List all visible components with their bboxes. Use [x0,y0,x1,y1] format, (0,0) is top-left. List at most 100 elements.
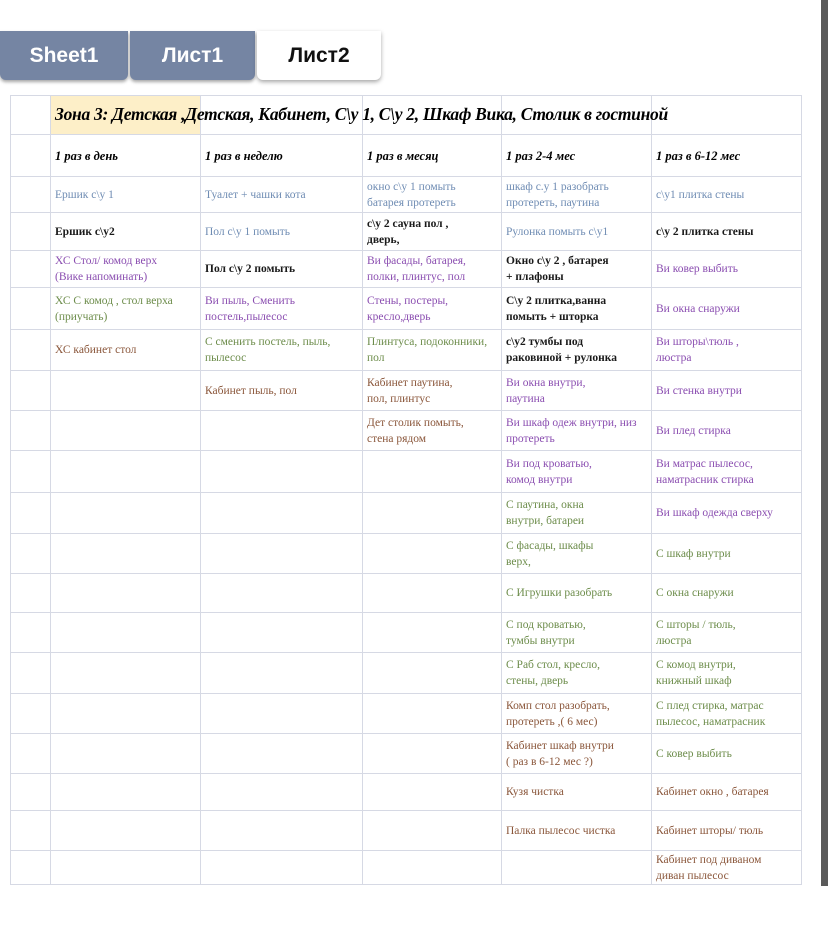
cell[interactable]: Ви фасады, батарея, полки, плинтус, пол [362,250,502,288]
cell[interactable]: Кабинет окно , батарея [651,773,802,811]
cell[interactable] [200,612,363,653]
cell[interactable]: Пол с\у 1 помыть [200,212,363,251]
header-cell[interactable]: 1 раз в месяц [362,134,502,177]
cell[interactable]: Туалет + чашки кота [200,176,363,213]
cell[interactable]: С\у 2 плитка,ванна помыть + шторка [501,287,652,330]
tab-list2[interactable]: Лист2 [257,31,381,80]
cell[interactable]: Дет столик помыть, стена рядом [362,410,502,451]
cell[interactable]: Ви стенка внутри [651,370,802,411]
cell[interactable]: Ви пыль, Сменить постель,пылесос [200,287,363,330]
cell[interactable] [362,850,502,885]
cell[interactable] [362,573,502,613]
cell[interactable]: Ви шкаф одеж внутри, низ протереть [501,410,652,451]
cell[interactable] [501,95,652,135]
cell[interactable] [362,693,502,734]
cell[interactable] [362,652,502,694]
cell[interactable] [50,733,201,774]
cell[interactable]: ХС Стол/ комод верх (Вике напоминать) [50,250,201,288]
cell[interactable]: Рулонка помыть с\у1 [501,212,652,251]
cell[interactable] [200,533,363,574]
cell[interactable]: ХС С комод , стол верха (приучать) [50,287,201,330]
cell[interactable]: С фасады, шкафы верх, [501,533,652,574]
cell[interactable] [50,573,201,613]
cell[interactable]: Кабинет паутина, пол, плинтус [362,370,502,411]
cell[interactable]: Ершик с\у2 [50,212,201,251]
cell[interactable] [50,652,201,694]
cell[interactable] [362,733,502,774]
vertical-scrollbar[interactable] [821,0,828,886]
tab-sheet1[interactable]: Sheet1 [0,31,128,80]
header-cell[interactable]: 1 раз в день [50,134,201,177]
cell[interactable]: Ви ковер выбить [651,250,802,288]
cell[interactable]: Плинтуса, подоконники, пол [362,329,502,371]
cell[interactable]: С ковер выбить [651,733,802,774]
cell[interactable] [50,492,201,534]
cell[interactable] [501,850,652,885]
cell[interactable]: С под кроватью, тумбы внутри [501,612,652,653]
cell[interactable]: Ви шторы\тюль , люстра [651,329,802,371]
cell[interactable] [50,450,201,493]
cell[interactable]: с\у2 тумбы под раковиной + рулонка [501,329,652,371]
cell[interactable] [200,733,363,774]
cell[interactable]: Окно с\у 2 , батарея + плафоны [501,250,652,288]
cell[interactable] [200,410,363,451]
cell[interactable]: Ви окна снаружи [651,287,802,330]
cell[interactable]: Кабинет шторы/ тюль [651,810,802,851]
cell[interactable] [362,773,502,811]
cell[interactable] [362,612,502,653]
cell[interactable]: С окна снаружи [651,573,802,613]
cell[interactable]: Ершик с\у 1 [50,176,201,213]
cell[interactable]: Ви плед стирка [651,410,802,451]
cell[interactable]: Кабинет шкаф внутри ( раз в 6-12 мес ?) [501,733,652,774]
cell[interactable]: С Игрушки разобрать [501,573,652,613]
cell[interactable] [200,693,363,734]
cell[interactable] [50,810,201,851]
tab-list1[interactable]: Лист1 [130,31,255,80]
header-cell[interactable]: 1 раз в 6-12 мес [651,134,802,177]
cell[interactable]: ХС кабинет стол [50,329,201,371]
cell[interactable] [362,95,502,135]
cell[interactable]: Ви шкаф одежда сверху [651,492,802,534]
cell[interactable]: Кузя чистка [501,773,652,811]
cell[interactable] [362,492,502,534]
cell[interactable] [50,370,201,411]
cell[interactable]: Стены, постеры, кресло,дверь [362,287,502,330]
cell[interactable] [50,533,201,574]
cell[interactable] [362,450,502,493]
cell[interactable]: с\у1 плитка стены [651,176,802,213]
header-cell[interactable]: 1 раз 2-4 мес [501,134,652,177]
cell[interactable]: С плед стирка, матрас пылесос, наматрасн… [651,693,802,734]
cell[interactable]: Ви под кроватью, комод внутри [501,450,652,493]
cell[interactable] [200,810,363,851]
title-cell[interactable]: Зона 3: Детская ,Детская, Кабинет, С\у 1… [50,95,668,135]
cell[interactable] [651,95,802,135]
header-cell[interactable]: 1 раз в неделю [200,134,363,177]
cell[interactable]: Кабинет под диваном диван пылесос [651,850,802,885]
cell[interactable] [50,612,201,653]
cell[interactable] [200,850,363,885]
cell[interactable] [50,693,201,734]
cell[interactable]: Кабинет пыль, пол [200,370,363,411]
cell[interactable]: С сменить постель, пыль, пылесос [200,329,363,371]
cell[interactable]: Пол с\у 2 помыть [200,250,363,288]
cell[interactable]: Ви матрас пылесос, наматрасник стирка [651,450,802,493]
cell[interactable]: окно с\у 1 помыть батарея протереть [362,176,502,213]
cell[interactable]: С шторы / тюль, люстра [651,612,802,653]
cell[interactable]: С паутина, окна внутри, батареи [501,492,652,534]
cell[interactable]: С Раб стол, кресло, стены, дверь [501,652,652,694]
cell[interactable]: Ви окна внутри, паутина [501,370,652,411]
cell[interactable] [200,652,363,694]
cell[interactable] [50,850,201,885]
cell[interactable]: шкаф с.у 1 разобрать протереть, паутина [501,176,652,213]
cell[interactable]: с\у 2 плитка стены [651,212,802,251]
cell[interactable]: С шкаф внутри [651,533,802,574]
cell[interactable]: С комод внутри, книжный шкаф [651,652,802,694]
cell[interactable] [50,773,201,811]
cell[interactable]: Палка пылесос чистка [501,810,652,851]
cell[interactable] [362,810,502,851]
cell[interactable] [200,773,363,811]
cell[interactable] [50,410,201,451]
cell[interactable]: с\у 2 сауна пол , дверь, [362,212,502,251]
cell[interactable] [362,533,502,574]
cell[interactable]: Комп стол разобрать, протереть ,( 6 мес) [501,693,652,734]
